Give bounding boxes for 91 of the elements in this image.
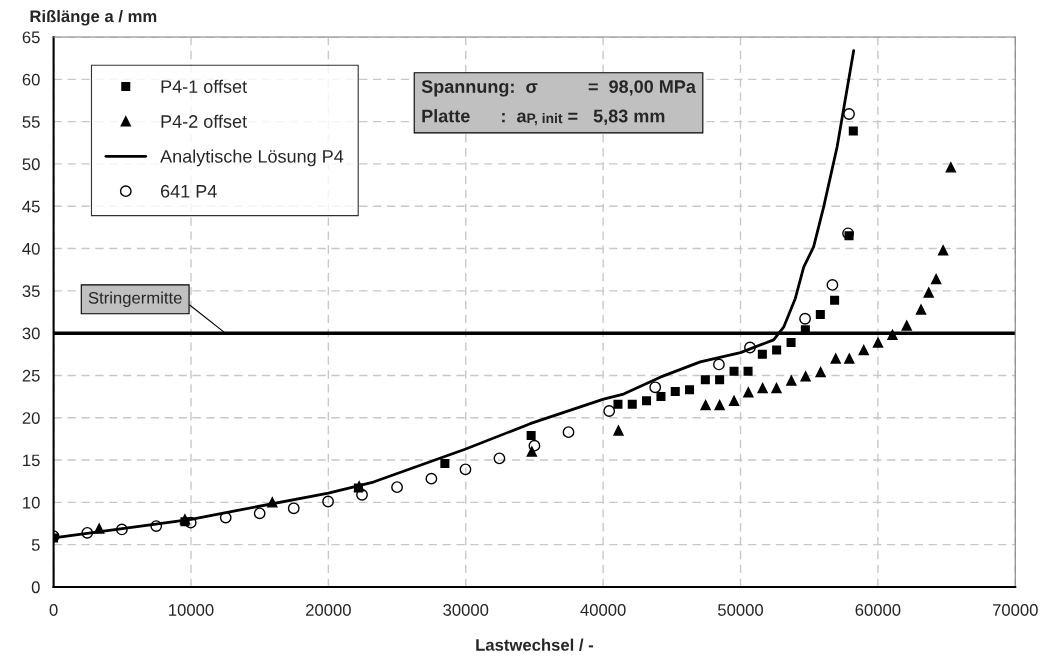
y-tick-label: 65 xyxy=(22,31,40,44)
annotation: Spannung: σ = 98,00 MPa xyxy=(421,80,697,97)
y-axis-title: Rißlänge a / mm xyxy=(30,9,157,26)
point xyxy=(603,405,616,417)
point xyxy=(771,382,782,394)
point xyxy=(728,395,740,407)
y-tick-label: 50 xyxy=(22,158,40,171)
point xyxy=(772,345,782,355)
point xyxy=(830,295,840,305)
point xyxy=(848,126,858,136)
point xyxy=(887,329,898,341)
point xyxy=(649,381,662,394)
legend-label: P4-1 offset xyxy=(161,79,247,93)
point xyxy=(786,375,797,386)
point xyxy=(391,481,403,494)
legend-label: P4-2 offset xyxy=(161,114,247,128)
point xyxy=(826,279,839,291)
y-tick-label: 0 xyxy=(31,581,40,594)
point xyxy=(493,452,506,465)
point xyxy=(440,458,450,468)
y-tick-label: 20 xyxy=(22,412,40,424)
point xyxy=(713,358,725,371)
point xyxy=(150,520,163,532)
y-tick-label: 45 xyxy=(22,200,40,213)
point xyxy=(459,463,472,476)
point xyxy=(81,526,94,539)
point xyxy=(815,366,826,378)
point xyxy=(685,385,695,395)
x-tick-label: 60000 xyxy=(855,604,901,616)
point xyxy=(526,431,536,441)
point xyxy=(287,502,300,515)
y-tick-label: 25 xyxy=(22,369,40,382)
x-tick-label: 30000 xyxy=(443,604,489,616)
y-tick-label: 55 xyxy=(22,116,40,128)
ref-line-label: Stringermitte xyxy=(88,291,182,308)
point xyxy=(743,366,753,376)
point xyxy=(253,507,266,520)
point xyxy=(858,344,869,356)
point xyxy=(528,439,541,452)
point xyxy=(844,353,855,364)
point xyxy=(930,273,942,285)
point xyxy=(425,472,438,485)
point xyxy=(872,337,884,348)
point xyxy=(901,320,912,331)
point xyxy=(526,446,538,457)
legend-label: 641 P4 xyxy=(161,184,217,198)
point xyxy=(815,310,825,320)
point xyxy=(700,399,711,411)
x-tick-label: 10000 xyxy=(169,604,214,616)
point xyxy=(744,341,756,354)
point xyxy=(656,392,666,402)
point xyxy=(715,375,725,385)
point xyxy=(670,387,680,397)
point xyxy=(700,375,710,385)
point xyxy=(786,337,796,347)
point xyxy=(843,108,855,120)
point xyxy=(219,511,232,524)
point xyxy=(923,287,934,298)
point xyxy=(830,353,841,364)
point xyxy=(800,371,811,382)
point xyxy=(729,366,739,376)
point xyxy=(757,349,767,359)
point xyxy=(714,399,725,411)
point xyxy=(937,245,949,256)
legend-label: Analytische Lösung P4 xyxy=(160,149,344,167)
y-tick-label: 15 xyxy=(23,454,40,467)
y-tick-label: 40 xyxy=(22,242,40,255)
y-tick-label: 35 xyxy=(22,285,40,298)
y-tick-label: 60 xyxy=(22,73,40,86)
point xyxy=(115,523,128,536)
x-tick-label: 40000 xyxy=(580,604,626,616)
y-tick-label: 30 xyxy=(22,327,40,340)
y-tick-label: 10 xyxy=(23,496,40,509)
x-tick-label: 0 xyxy=(49,604,58,616)
point xyxy=(642,396,652,406)
point xyxy=(613,399,623,409)
x-axis-title: Lastwechsel / - xyxy=(476,638,594,652)
point xyxy=(627,399,637,409)
point xyxy=(613,425,624,436)
point xyxy=(915,304,927,315)
point xyxy=(562,426,575,439)
point xyxy=(945,162,957,173)
point xyxy=(322,495,334,508)
x-tick-label: 70000 xyxy=(992,604,1038,616)
x-tick-label: 20000 xyxy=(306,604,351,616)
point xyxy=(743,387,754,398)
point xyxy=(799,312,811,325)
point xyxy=(356,488,368,501)
y-tick-label: 5 xyxy=(31,539,40,551)
point xyxy=(757,382,768,394)
x-tick-label: 50000 xyxy=(718,604,764,616)
